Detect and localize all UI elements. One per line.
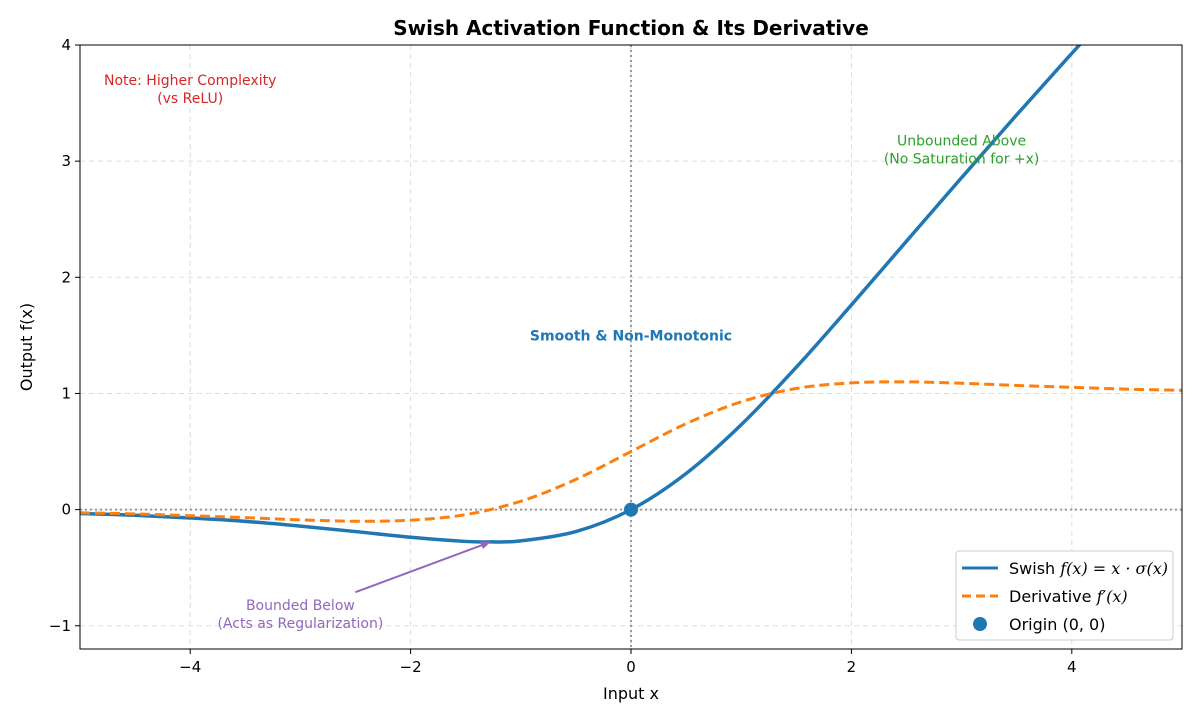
x-tick-label: 4 (1067, 658, 1077, 676)
legend-origin-swatch (973, 617, 987, 631)
x-axis-title: Input x (603, 684, 659, 703)
y-tick-label: 1 (61, 384, 71, 402)
x-tick-label: −2 (400, 658, 422, 676)
complexity-note: Note: Higher Complexity (104, 73, 276, 89)
x-tick-label: 2 (847, 658, 857, 676)
unbounded-above-note: Unbounded Above (897, 134, 1026, 150)
series-layer (80, 45, 1182, 544)
x-tick-label: 0 (626, 658, 636, 676)
y-tick-label: 0 (61, 501, 71, 519)
unbounded-above-note: (No Saturation for +x) (884, 152, 1040, 168)
y-tick-label: 2 (61, 268, 71, 286)
legend-swish-label: Swish f(x) = x · σ(x) (1009, 559, 1168, 578)
legend-derivative-label: Derivative f′(x) (1009, 587, 1128, 606)
y-axis-title: Output f(x) (17, 303, 36, 391)
legend: Swish f(x) = x · σ(x) Derivative f′(x) O… (955, 550, 1174, 641)
legend-frame (955, 550, 1174, 641)
chart-title: Swish Activation Function & Its Derivati… (393, 16, 869, 40)
y-tick-label: 4 (61, 36, 71, 54)
swish-curve (80, 45, 1082, 544)
annotations: Note: Higher Complexity (vs ReLU) Unbounde… (104, 73, 1039, 632)
derivative-curve (80, 380, 1182, 523)
origin-point (624, 502, 638, 517)
bounded-below-note: Bounded Below (246, 598, 355, 614)
smooth-nonmonotonic-note: Smooth & Non-Monotonic (530, 328, 732, 344)
ticks: −4 −2 0 2 4 −1 0 1 2 3 4 (49, 36, 1077, 676)
complexity-note: (vs ReLU) (157, 91, 223, 107)
y-tick-label: 3 (61, 152, 71, 170)
bounded-below-arrow (355, 541, 491, 594)
bounded-below-note: (Acts as Regularization) (217, 616, 383, 632)
y-tick-label: −1 (49, 617, 71, 635)
x-tick-label: −4 (179, 658, 201, 676)
legend-origin-label: Origin (0, 0) (1009, 615, 1105, 634)
